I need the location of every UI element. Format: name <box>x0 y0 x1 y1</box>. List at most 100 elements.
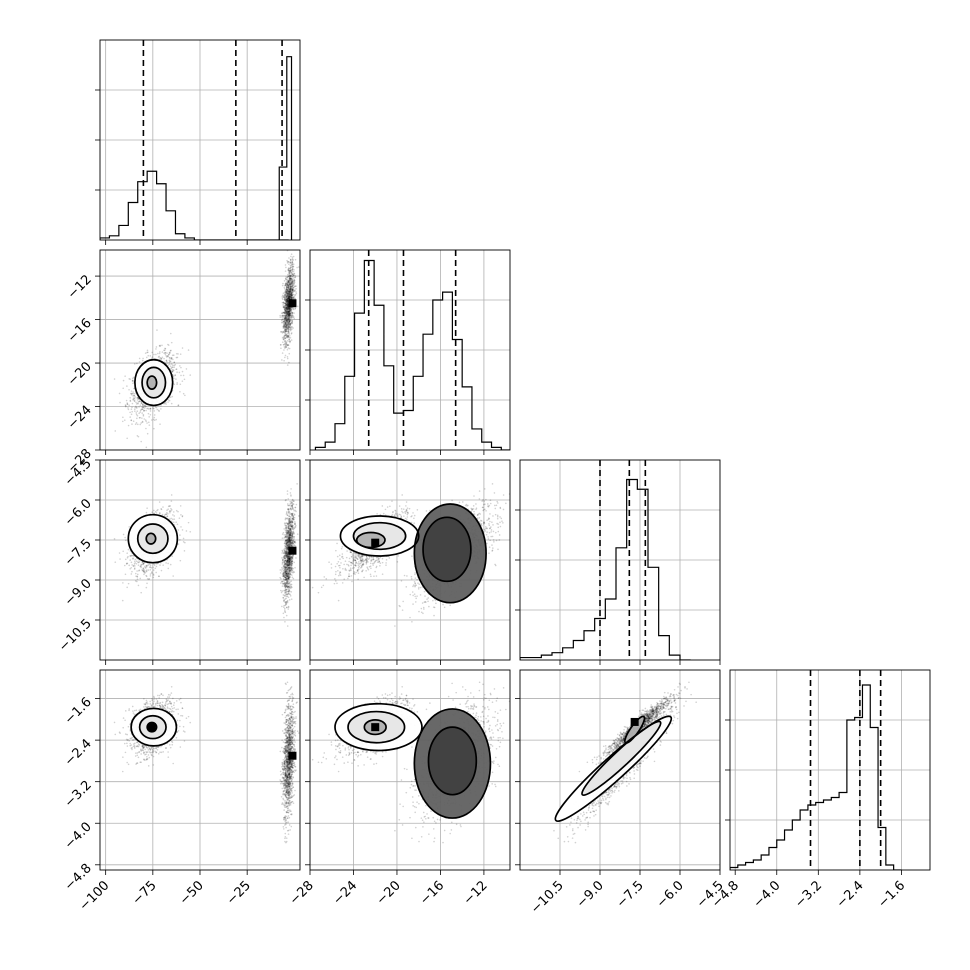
scatter-point <box>187 521 190 524</box>
scatter-point <box>286 566 288 569</box>
scatter-point <box>286 303 289 305</box>
scatter-point <box>289 581 291 583</box>
scatter-point <box>284 315 287 318</box>
scatter-point <box>286 292 289 295</box>
scatter-point <box>288 560 290 563</box>
scatter-point <box>290 292 293 295</box>
scatter-point <box>146 564 149 567</box>
scatter-point <box>283 359 285 362</box>
scatter-point <box>289 534 292 537</box>
scatter-point <box>282 320 285 323</box>
scatter-point <box>142 406 144 408</box>
scatter-point <box>287 293 290 296</box>
scatter-point <box>170 517 172 520</box>
scatter-point <box>291 263 294 266</box>
scatter-point <box>287 290 290 292</box>
scatter-point <box>292 540 295 543</box>
scatter-point <box>289 540 292 542</box>
scatter-point <box>283 528 285 530</box>
scatter-point <box>285 308 288 310</box>
scatter-point <box>287 539 290 542</box>
scatter-point <box>136 576 139 578</box>
scatter-point <box>290 488 292 490</box>
scatter-point <box>287 526 290 528</box>
scatter-point <box>291 291 293 294</box>
scatter-point <box>133 400 136 402</box>
scatter-point <box>286 561 289 564</box>
scatter-point <box>290 275 292 277</box>
scatter-point <box>286 275 289 278</box>
scatter-point <box>287 279 290 282</box>
scatter-point <box>291 295 294 297</box>
scatter-point <box>283 307 285 310</box>
scatter-point <box>282 612 285 615</box>
scatter-point <box>293 513 296 515</box>
scatter-point <box>291 285 294 288</box>
scatter-point <box>287 570 290 573</box>
scatter-point <box>285 570 287 573</box>
scatter-point <box>286 575 288 578</box>
scatter-point <box>287 541 290 544</box>
scatter-point <box>290 570 292 572</box>
scatter-point <box>285 315 287 317</box>
scatter-point <box>286 531 289 533</box>
scatter-point <box>288 331 290 334</box>
scatter-point <box>152 566 154 569</box>
scatter-point <box>287 566 290 569</box>
scatter-point <box>289 312 292 315</box>
scatter-point <box>286 554 288 557</box>
scatter-point <box>288 569 291 572</box>
scatter-point <box>292 316 294 319</box>
scatter-point <box>288 320 291 323</box>
scatter-point <box>285 542 288 545</box>
scatter-point <box>287 280 290 283</box>
scatter-point <box>285 290 288 293</box>
scatter-point <box>294 540 296 543</box>
scatter-point <box>176 356 179 359</box>
scatter-point <box>286 297 289 299</box>
scatter-point <box>178 371 181 374</box>
scatter-point <box>282 322 285 325</box>
scatter-point <box>285 304 287 307</box>
scatter-point <box>161 351 164 353</box>
scatter-point <box>287 321 289 324</box>
scatter-point <box>287 331 290 333</box>
scatter-point <box>290 283 292 286</box>
scatter-point <box>287 563 290 566</box>
scatter-point <box>286 563 289 566</box>
scatter-point <box>285 309 288 311</box>
scatter-point <box>284 334 286 337</box>
scatter-point <box>173 515 176 517</box>
scatter-point <box>167 343 169 346</box>
scatter-point <box>139 577 142 580</box>
scatter-point <box>145 427 147 430</box>
scatter-point <box>286 316 289 318</box>
scatter-point <box>286 512 288 514</box>
scatter-point <box>285 310 288 312</box>
scatter-point <box>141 563 143 566</box>
scatter-point <box>286 276 289 279</box>
scatter-point <box>286 537 289 539</box>
scatter-point <box>286 552 288 554</box>
scatter-point <box>290 542 293 545</box>
scatter-point <box>286 357 289 360</box>
scatter-point <box>291 275 294 278</box>
scatter-point <box>292 296 295 299</box>
scatter-point <box>287 305 289 307</box>
scatter-point <box>286 553 289 556</box>
scatter-point <box>288 321 291 323</box>
scatter-point <box>285 276 287 278</box>
scatter-point <box>291 285 294 287</box>
scatter-point <box>289 269 291 272</box>
scatter-point <box>283 314 286 317</box>
scatter-point <box>289 559 292 562</box>
scatter-point <box>288 314 291 316</box>
scatter-point <box>142 403 144 406</box>
scatter-point <box>287 538 289 541</box>
scatter-point <box>289 278 291 280</box>
scatter-point <box>286 544 289 546</box>
scatter-point <box>292 282 294 285</box>
scatter-point <box>285 536 287 539</box>
scatter-point <box>286 522 288 525</box>
scatter-point <box>285 574 288 576</box>
